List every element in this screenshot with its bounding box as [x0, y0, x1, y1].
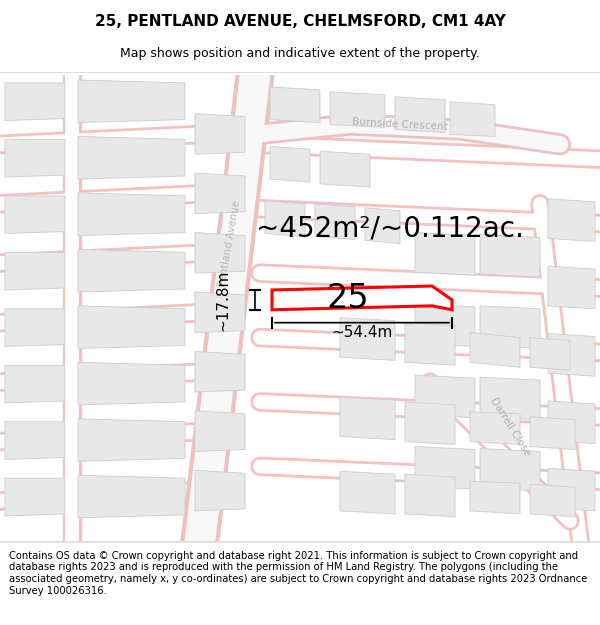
- Text: Contains OS data © Crown copyright and database right 2021. This information is : Contains OS data © Crown copyright and d…: [9, 551, 587, 596]
- Polygon shape: [548, 468, 595, 511]
- Polygon shape: [530, 338, 570, 370]
- Polygon shape: [272, 286, 452, 310]
- Polygon shape: [340, 397, 395, 439]
- Polygon shape: [5, 365, 65, 403]
- Polygon shape: [365, 208, 400, 243]
- Polygon shape: [415, 232, 475, 275]
- Polygon shape: [415, 375, 475, 418]
- Polygon shape: [5, 196, 65, 234]
- Polygon shape: [5, 253, 65, 290]
- Polygon shape: [5, 422, 65, 459]
- Polygon shape: [480, 306, 540, 348]
- Polygon shape: [270, 146, 310, 182]
- Polygon shape: [530, 484, 575, 517]
- Polygon shape: [395, 97, 445, 132]
- Polygon shape: [78, 193, 185, 236]
- Polygon shape: [480, 377, 540, 420]
- Text: ~452m²/~0.112ac.: ~452m²/~0.112ac.: [256, 214, 524, 243]
- Polygon shape: [548, 266, 595, 309]
- Polygon shape: [265, 201, 305, 236]
- Polygon shape: [530, 417, 575, 449]
- Polygon shape: [405, 322, 455, 365]
- Text: ~17.8m: ~17.8m: [215, 269, 230, 331]
- Polygon shape: [195, 470, 245, 511]
- Text: Map shows position and indicative extent of the property.: Map shows position and indicative extent…: [120, 48, 480, 61]
- Text: 25: 25: [326, 282, 370, 316]
- Polygon shape: [340, 471, 395, 514]
- Polygon shape: [78, 306, 185, 348]
- Polygon shape: [330, 92, 385, 128]
- Polygon shape: [5, 83, 65, 121]
- Polygon shape: [78, 475, 185, 518]
- Polygon shape: [195, 292, 245, 332]
- Polygon shape: [320, 151, 370, 187]
- Polygon shape: [415, 304, 475, 346]
- Polygon shape: [450, 102, 495, 136]
- Polygon shape: [195, 173, 245, 214]
- Polygon shape: [548, 199, 595, 241]
- Polygon shape: [195, 232, 245, 273]
- Polygon shape: [415, 446, 475, 489]
- Polygon shape: [78, 249, 185, 292]
- Polygon shape: [480, 234, 540, 277]
- Polygon shape: [548, 401, 595, 444]
- Polygon shape: [78, 419, 185, 461]
- Polygon shape: [195, 351, 245, 392]
- Polygon shape: [270, 87, 320, 123]
- Polygon shape: [315, 204, 355, 239]
- Polygon shape: [405, 474, 455, 517]
- Polygon shape: [340, 318, 395, 361]
- Polygon shape: [480, 449, 540, 491]
- Text: 25, PENTLAND AVENUE, CHELMSFORD, CM1 4AY: 25, PENTLAND AVENUE, CHELMSFORD, CM1 4AY: [95, 14, 505, 29]
- Polygon shape: [5, 139, 65, 177]
- Polygon shape: [78, 80, 185, 122]
- Polygon shape: [195, 411, 245, 451]
- Polygon shape: [470, 412, 520, 444]
- Polygon shape: [5, 478, 65, 516]
- Text: Pentland Avenue: Pentland Avenue: [217, 199, 242, 288]
- Text: Darrell Close: Darrell Close: [488, 396, 532, 458]
- Polygon shape: [548, 334, 595, 376]
- Polygon shape: [470, 481, 520, 514]
- Polygon shape: [470, 332, 520, 367]
- Polygon shape: [195, 114, 245, 154]
- Text: ~54.4m: ~54.4m: [331, 325, 392, 340]
- Polygon shape: [5, 309, 65, 346]
- Polygon shape: [78, 362, 185, 405]
- Text: Burnside Crescent: Burnside Crescent: [352, 117, 448, 132]
- Polygon shape: [405, 402, 455, 444]
- Polygon shape: [78, 136, 185, 179]
